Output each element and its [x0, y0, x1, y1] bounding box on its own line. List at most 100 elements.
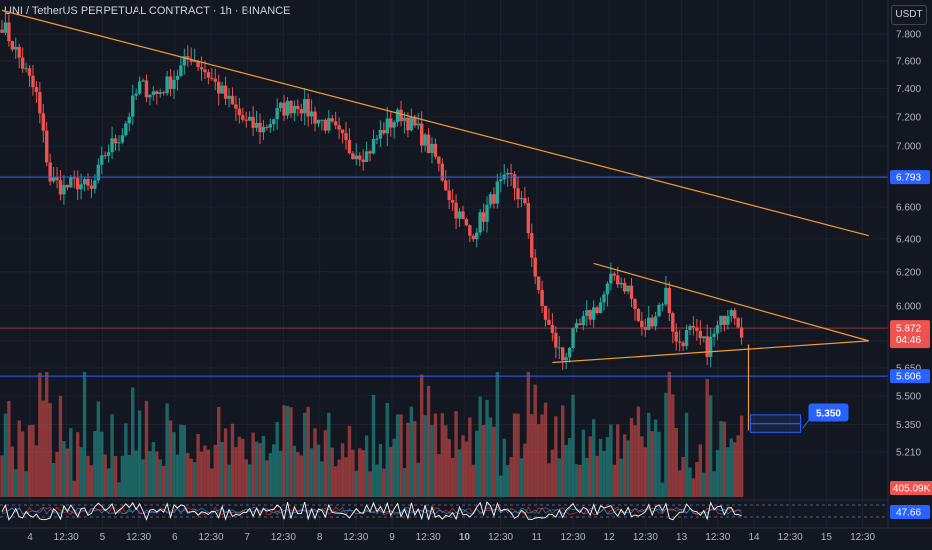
candle-body	[533, 257, 537, 277]
horizontal-levels[interactable]	[0, 176, 888, 377]
candle-body	[268, 124, 273, 128]
volume-bar	[82, 372, 87, 497]
candle-body	[457, 211, 462, 219]
volume-bar	[34, 445, 39, 497]
candle-body	[437, 156, 441, 164]
candle-body	[69, 177, 73, 188]
candle-body	[371, 138, 376, 154]
candle-body	[485, 204, 489, 222]
x-tick-label: 12:30	[198, 532, 223, 543]
candle-body	[450, 199, 455, 203]
x-tick-label: 5	[100, 532, 106, 543]
candle-body	[698, 330, 703, 339]
candle-body	[385, 118, 389, 134]
volume-bar	[485, 399, 489, 497]
volume-bar	[69, 428, 73, 497]
candle-body	[382, 129, 386, 134]
volume-bar	[303, 412, 307, 497]
volume-value-tag	[890, 481, 932, 495]
volume-bar	[574, 464, 579, 497]
candle-body	[733, 310, 737, 319]
volume-bar	[399, 414, 403, 497]
candle-body	[554, 332, 558, 348]
volume-bar	[120, 455, 125, 497]
volume-bar	[14, 469, 18, 497]
volume-bar	[330, 447, 334, 497]
candle-body	[306, 99, 310, 117]
candle-body	[261, 126, 266, 133]
candle-body	[640, 320, 644, 328]
volume-bar	[127, 454, 131, 497]
volume-bar	[371, 394, 376, 497]
volume-bar	[402, 467, 407, 497]
volume-bar	[591, 419, 596, 497]
volume-bar	[722, 421, 727, 497]
candle-body	[523, 198, 527, 204]
candle-body	[0, 29, 4, 33]
volume-bar	[533, 384, 537, 497]
volume-bar	[51, 463, 56, 497]
volume-bar	[389, 446, 393, 497]
volume-bar	[158, 459, 162, 497]
candle-body	[540, 289, 544, 306]
candle-body	[134, 93, 138, 96]
candle-body	[347, 140, 352, 154]
volume-bar	[739, 415, 744, 497]
volume-bar	[306, 406, 310, 497]
volume-bar	[547, 463, 551, 497]
candle-body	[168, 76, 173, 90]
candle-body	[519, 198, 524, 200]
volume-bar	[609, 424, 613, 497]
candle-body	[660, 304, 665, 306]
volume-bar	[220, 441, 224, 497]
candle-body	[691, 325, 696, 328]
candle-body	[34, 87, 39, 93]
volume-bar	[237, 436, 242, 497]
volume-bar	[495, 372, 500, 497]
y-tick-label: 6.200	[896, 267, 921, 278]
candle-body	[653, 316, 658, 327]
volume-bar	[110, 414, 114, 497]
volume-bar	[702, 472, 706, 497]
candle-body	[172, 79, 176, 90]
level-tag	[890, 369, 930, 384]
candle-body	[124, 123, 128, 136]
volume-bar	[155, 451, 159, 497]
candle-body	[234, 104, 238, 109]
candle-body	[633, 298, 637, 309]
candle-body	[38, 92, 42, 114]
volume-bar	[282, 405, 286, 497]
volume-bar	[516, 413, 520, 497]
target-box[interactable]: 5.350	[747, 344, 849, 433]
volume-bar	[230, 423, 235, 497]
currency-button[interactable]: USDT	[891, 5, 927, 25]
candle-body	[647, 317, 651, 330]
candle-body	[51, 177, 56, 182]
candle-body	[203, 69, 207, 73]
volume-bar	[213, 444, 217, 497]
candle-body	[433, 143, 438, 157]
volume-bar	[437, 454, 441, 497]
candle-body	[557, 347, 561, 349]
candle-body	[595, 307, 599, 314]
volume-bar	[395, 414, 400, 497]
candle-body	[461, 211, 465, 220]
candle-body	[419, 123, 424, 146]
trendlines[interactable]	[1, 9, 870, 364]
candle-body	[189, 59, 193, 62]
candle-body	[509, 173, 513, 175]
candle-body	[237, 108, 242, 116]
volume-bar	[595, 455, 599, 497]
volume-bar	[543, 402, 548, 497]
level-tag-label: 5.606	[896, 372, 921, 383]
candle-body	[430, 143, 434, 154]
volume-bar	[671, 394, 675, 497]
y-tick-label: 7.800	[896, 30, 921, 41]
candle-body	[526, 203, 531, 234]
x-tick-label: 12:30	[416, 532, 441, 543]
x-tick-label: 10	[459, 532, 471, 543]
candle-body	[684, 330, 689, 347]
volume-bar	[719, 420, 723, 497]
